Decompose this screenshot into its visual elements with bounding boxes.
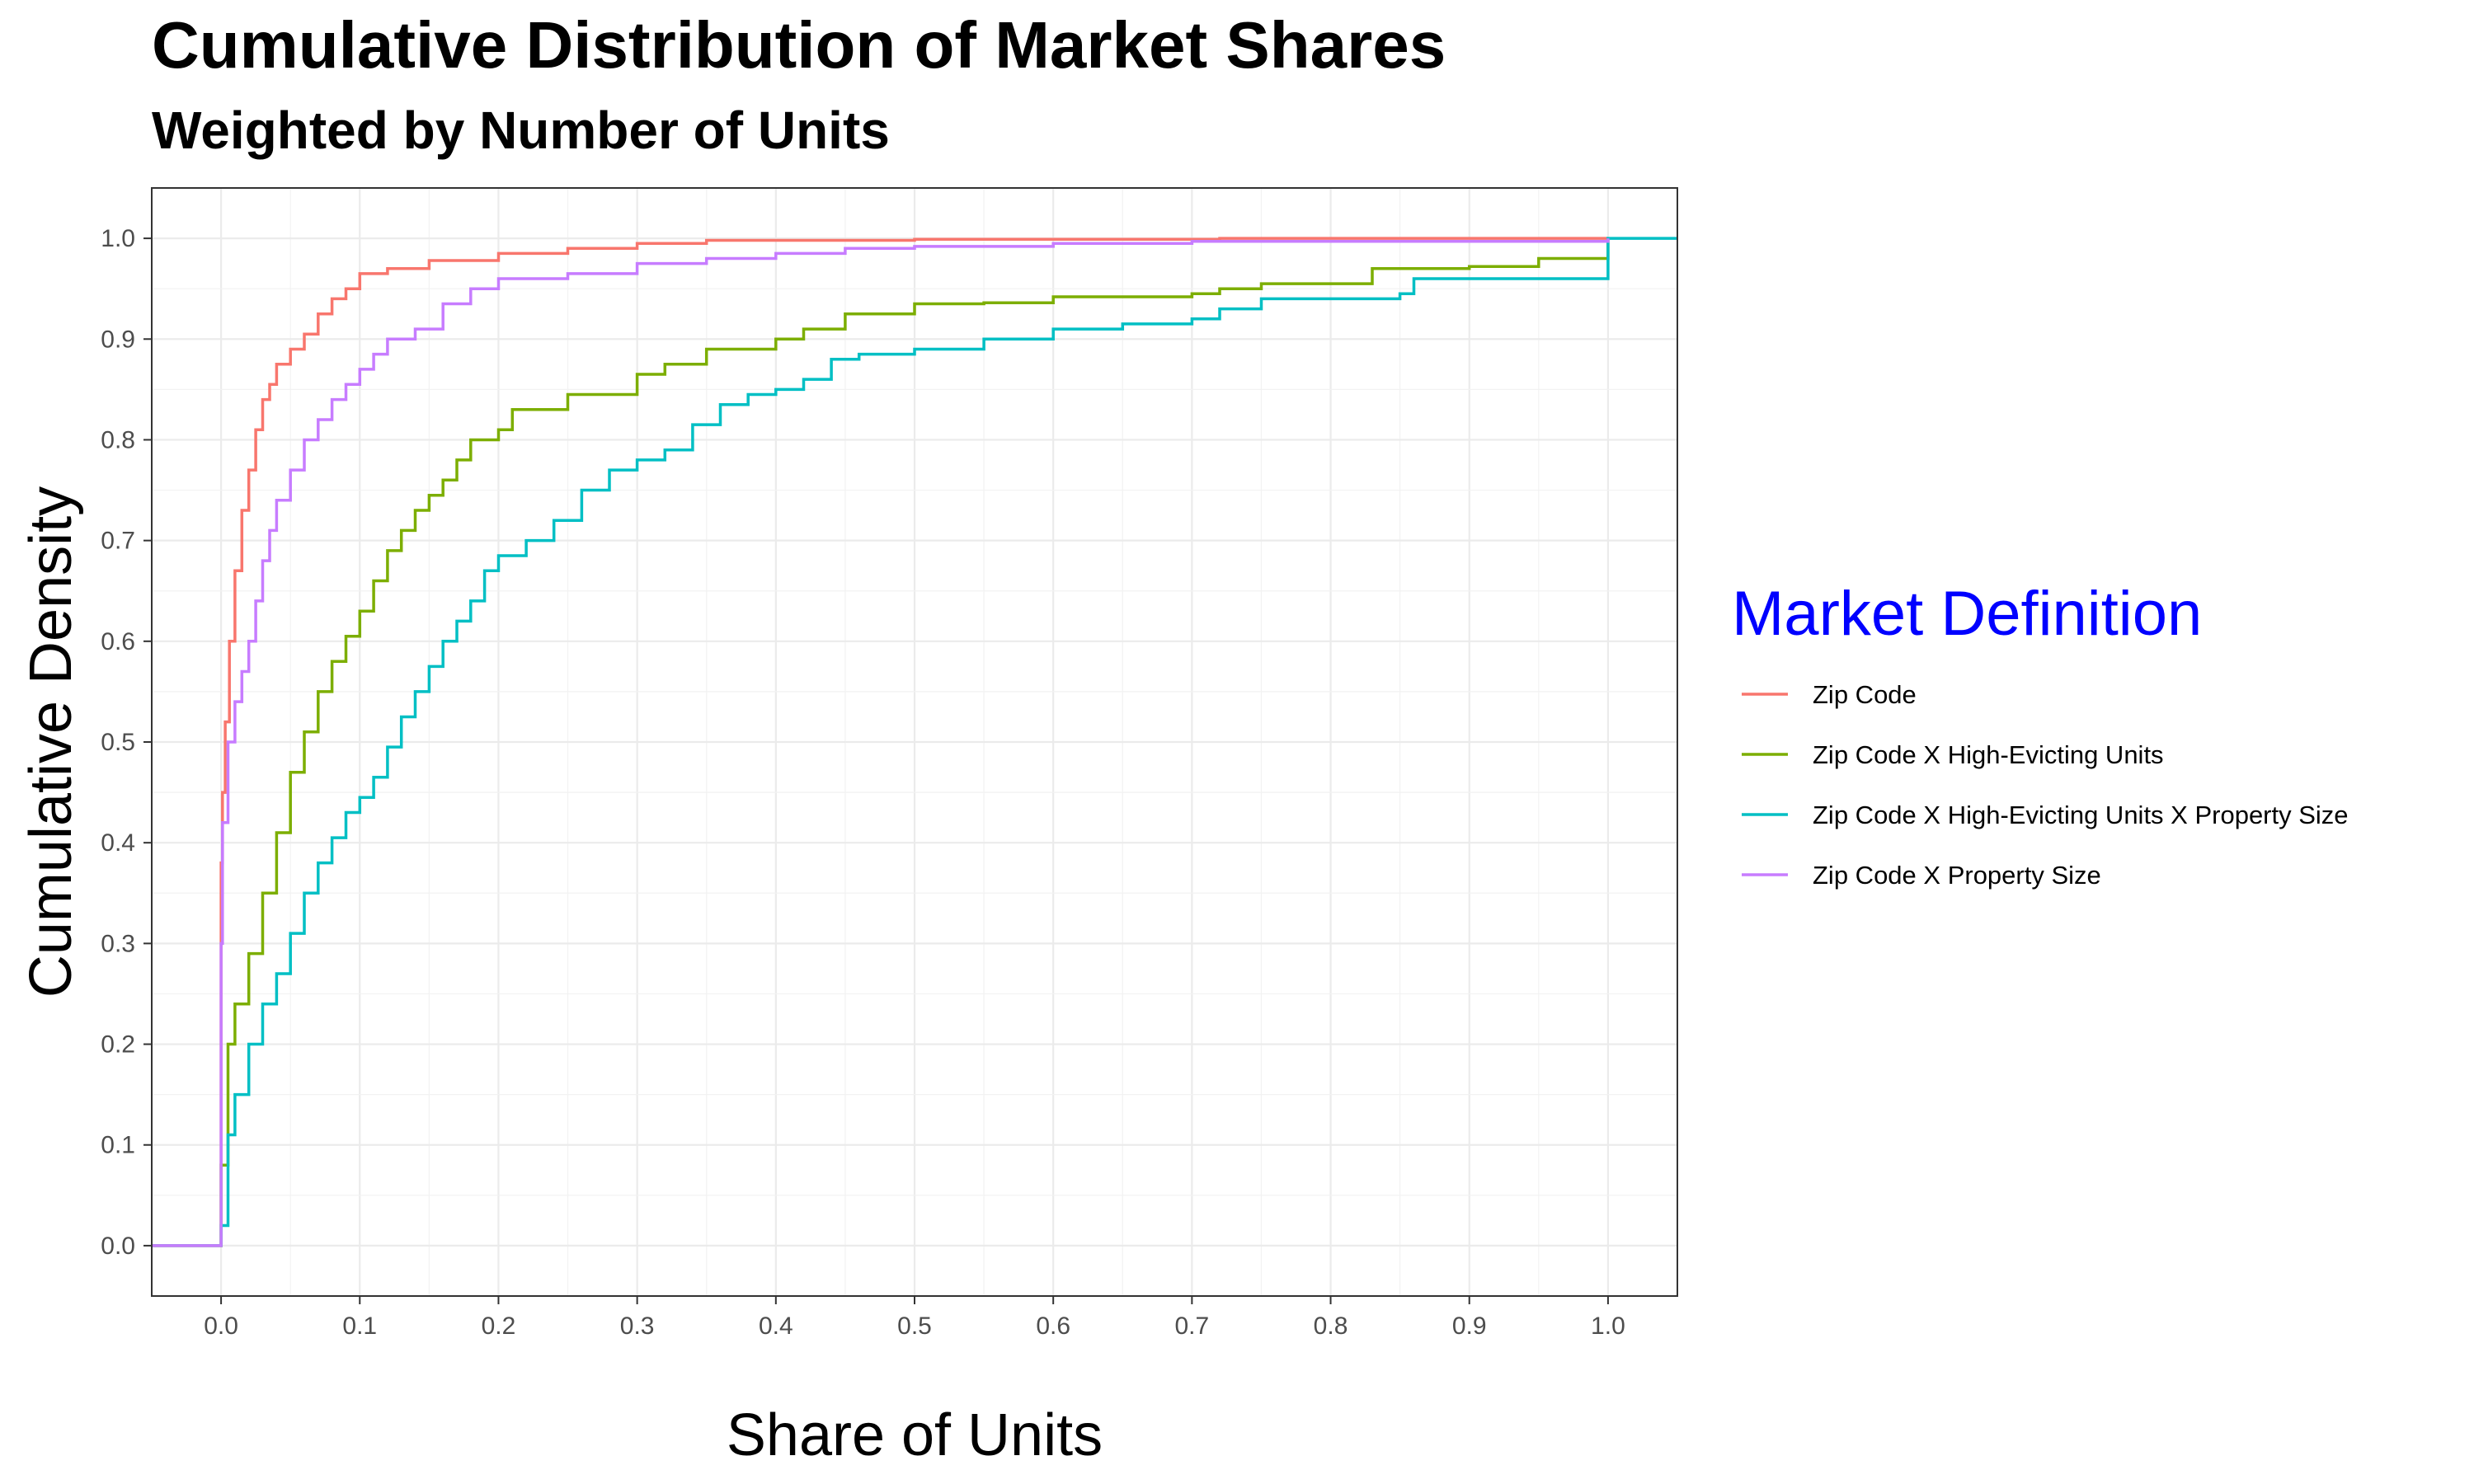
y-tick-label: 0.7 xyxy=(101,528,135,555)
y-tick-label: 0.3 xyxy=(101,930,135,957)
x-tick-label: 0.0 xyxy=(204,1313,238,1340)
y-tick-label: 0.2 xyxy=(101,1031,135,1059)
legend-label: Zip Code X High-Evicting Units X Propert… xyxy=(1813,801,2349,829)
y-tick-label: 0.6 xyxy=(101,628,135,655)
chart-subtitle: Weighted by Number of Units xyxy=(152,101,890,160)
y-tick-label: 0.9 xyxy=(101,326,135,353)
plot-panel xyxy=(151,187,1678,1297)
series-line xyxy=(152,238,1610,1247)
x-axis-title: Share of Units xyxy=(727,1402,1103,1468)
x-tick-label: 0.4 xyxy=(759,1313,793,1340)
y-tick-label: 0.5 xyxy=(101,729,135,756)
legend-label: Zip Code X High-Evicting Units xyxy=(1813,740,2164,769)
x-tick-label: 0.3 xyxy=(620,1313,655,1340)
y-tick-label: 1.0 xyxy=(101,225,135,252)
y-axis-title: Cumulative Density xyxy=(18,486,84,998)
y-tick-label: 0.8 xyxy=(101,426,135,453)
legend-label: Zip Code xyxy=(1813,680,1917,709)
x-tick-label: 0.9 xyxy=(1452,1313,1487,1340)
x-tick-label: 0.5 xyxy=(897,1313,932,1340)
y-axis: 0.0 0.1 0.2 0.3 0.4 0.5 0.6 0.7 0.8 0.9 1.0 xyxy=(101,225,152,1260)
series-line xyxy=(152,237,1608,1247)
y-tick-label: 0.1 xyxy=(101,1132,135,1159)
legend-items: Zip Code Zip Code X High-Evicting Units Zi… xyxy=(1742,680,2349,890)
y-tick-label: 0.4 xyxy=(101,829,135,857)
series-line xyxy=(152,237,1677,1247)
x-tick-label: 0.1 xyxy=(342,1313,377,1340)
series-lines xyxy=(152,237,1677,1247)
y-tick-label: 0.0 xyxy=(101,1233,135,1260)
chart-title: Cumulative Distribution of Market Shares xyxy=(152,8,1446,82)
x-tick-label: 0.6 xyxy=(1036,1313,1070,1340)
x-tick-label: 1.0 xyxy=(1591,1313,1625,1340)
legend-title: Market Definition xyxy=(1732,579,2202,649)
x-axis: 0.0 0.1 0.2 0.3 0.4 0.5 0.6 0.7 0.8 0.9 1.0 xyxy=(204,1296,1625,1340)
legend: Market Definition Zip Code Zip Code X Hig… xyxy=(1732,579,2349,890)
x-tick-label: 0.7 xyxy=(1175,1313,1210,1340)
x-tick-label: 0.2 xyxy=(482,1313,516,1340)
series-line xyxy=(152,238,1610,1247)
legend-label: Zip Code X Property Size xyxy=(1813,861,2101,890)
x-tick-label: 0.8 xyxy=(1314,1313,1348,1340)
